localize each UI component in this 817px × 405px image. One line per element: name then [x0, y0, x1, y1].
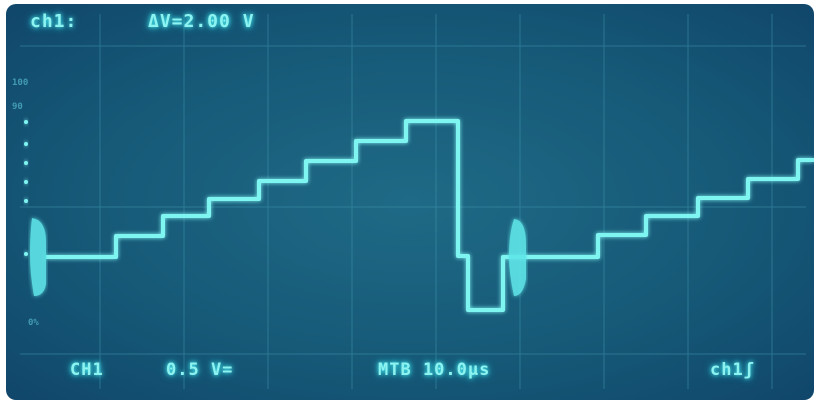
trigger-blob-mid [509, 219, 526, 296]
footer-channel: CH1 [70, 360, 104, 380]
left-tick-markers [24, 120, 28, 256]
footer-timebase: MTB 10.0μs [378, 360, 491, 380]
header-delta-voltage: ΔV=2.00 V [148, 11, 255, 32]
oscilloscope-screen: 100 90 0% ch1: ΔV=2.00 V CH1 0.5 V= MTB … [6, 4, 814, 400]
footer-trigger-source: ch1ʃ [710, 360, 755, 380]
scale-label-100: 100 [12, 78, 29, 88]
scale-label-0: 0% [28, 318, 39, 328]
staircase-waveform [46, 119, 814, 312]
footer-volts-per-div: 0.5 V= [166, 360, 234, 380]
trigger-blob-left [30, 218, 46, 296]
scale-label-90: 90 [12, 102, 23, 112]
waveform-display [20, 14, 814, 389]
graticule-grid [20, 14, 806, 389]
header-channel: ch1: [30, 11, 78, 32]
